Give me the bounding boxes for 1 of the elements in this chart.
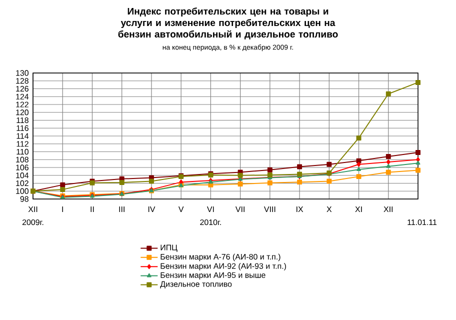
chart-title: Индекс потребительских цен на товары и услуги и изменение потребительских цен на бензин автомобильный и дизельное топливо [118, 8, 338, 40]
